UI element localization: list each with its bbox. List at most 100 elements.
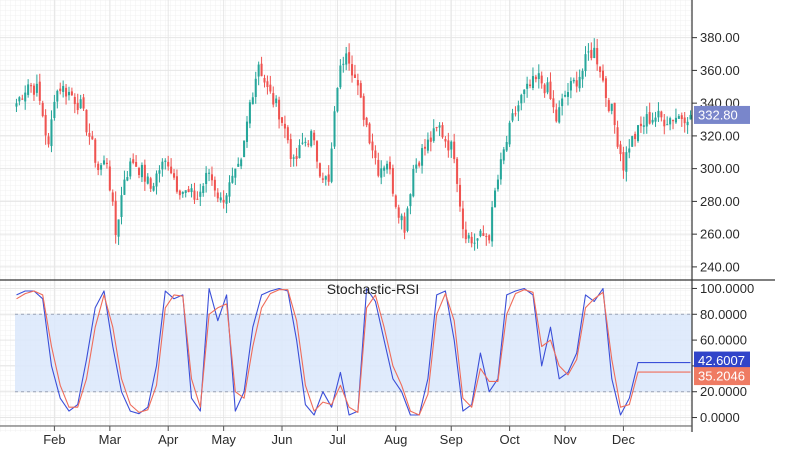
candle (584, 46, 587, 77)
candle (129, 157, 132, 180)
candle (237, 157, 240, 167)
candle (30, 82, 33, 93)
candle (202, 183, 205, 197)
svg-text:42.6007: 42.6007 (698, 353, 745, 368)
candle (488, 234, 491, 244)
candle (193, 182, 196, 204)
candle (304, 137, 307, 147)
candle (301, 132, 304, 145)
candle (546, 77, 549, 95)
candle (140, 162, 143, 183)
candle (18, 96, 21, 106)
candle (117, 219, 120, 245)
candle (342, 56, 345, 73)
candle (97, 161, 100, 176)
candle (680, 112, 683, 127)
candle (523, 89, 526, 103)
candle (123, 170, 126, 196)
candle (216, 188, 219, 203)
svg-text:35.2046: 35.2046 (698, 369, 745, 384)
candle (245, 116, 249, 148)
candle (251, 92, 254, 105)
stoch-band-fill (15, 314, 692, 392)
candle (418, 160, 421, 168)
candle (435, 126, 438, 132)
candle (137, 166, 141, 179)
candle (38, 73, 41, 105)
candle (120, 186, 123, 225)
candle (663, 113, 666, 135)
candle (654, 111, 657, 127)
candle (316, 140, 319, 169)
candle (184, 190, 187, 198)
candle (511, 108, 514, 123)
candle (423, 138, 427, 156)
candle (73, 93, 76, 114)
candle (91, 130, 94, 140)
candle (607, 97, 610, 113)
candle (421, 144, 424, 174)
candle (499, 152, 502, 185)
candle (307, 140, 310, 148)
candle (298, 139, 301, 159)
candle (143, 159, 146, 191)
candle (248, 99, 251, 129)
candle (502, 146, 505, 165)
candle (514, 106, 517, 117)
candle (289, 133, 292, 168)
candle (596, 38, 599, 71)
candle (549, 72, 552, 100)
candle (356, 73, 359, 96)
candle (569, 77, 572, 99)
candle (689, 110, 692, 120)
candle (173, 169, 176, 180)
candle (368, 122, 371, 145)
candle (164, 158, 167, 170)
candle (651, 112, 654, 125)
candle (496, 174, 499, 192)
candle (631, 135, 634, 148)
candle (21, 94, 24, 100)
candle (575, 71, 578, 93)
candle (254, 71, 257, 104)
candle (47, 132, 50, 148)
candle (403, 212, 406, 240)
candle (149, 176, 152, 193)
candle (243, 140, 246, 158)
candle (339, 59, 342, 90)
candle (283, 115, 286, 139)
candle (324, 175, 327, 186)
candle (391, 164, 394, 197)
candle (44, 109, 47, 145)
candle (280, 117, 284, 127)
candle (453, 133, 456, 164)
stoch-tick-label: 80.0000 (700, 307, 747, 322)
month-label: Dec (612, 432, 636, 447)
stoch-tick-label: 0.0000 (700, 410, 740, 425)
candle (231, 167, 234, 184)
price-tick-label: 360.00 (700, 63, 740, 78)
price-tick-label: 320.00 (700, 128, 740, 143)
candle (406, 206, 409, 233)
candle (70, 87, 73, 97)
candle (508, 120, 511, 148)
candle (485, 233, 488, 246)
candle (353, 64, 356, 79)
candle (362, 93, 365, 127)
candle (27, 79, 30, 98)
candle (590, 42, 593, 61)
candle (666, 116, 669, 126)
candle (677, 114, 680, 119)
candle (517, 100, 520, 122)
candle (100, 162, 103, 176)
candle (540, 71, 543, 89)
candle (456, 156, 459, 193)
candle (269, 75, 272, 94)
candle (458, 178, 462, 212)
candle (491, 201, 494, 247)
candle (327, 165, 330, 186)
price-tick-label: 380.00 (700, 30, 740, 45)
price-tick-label: 260.00 (700, 227, 740, 242)
stochrsi-lines (16, 287, 691, 416)
